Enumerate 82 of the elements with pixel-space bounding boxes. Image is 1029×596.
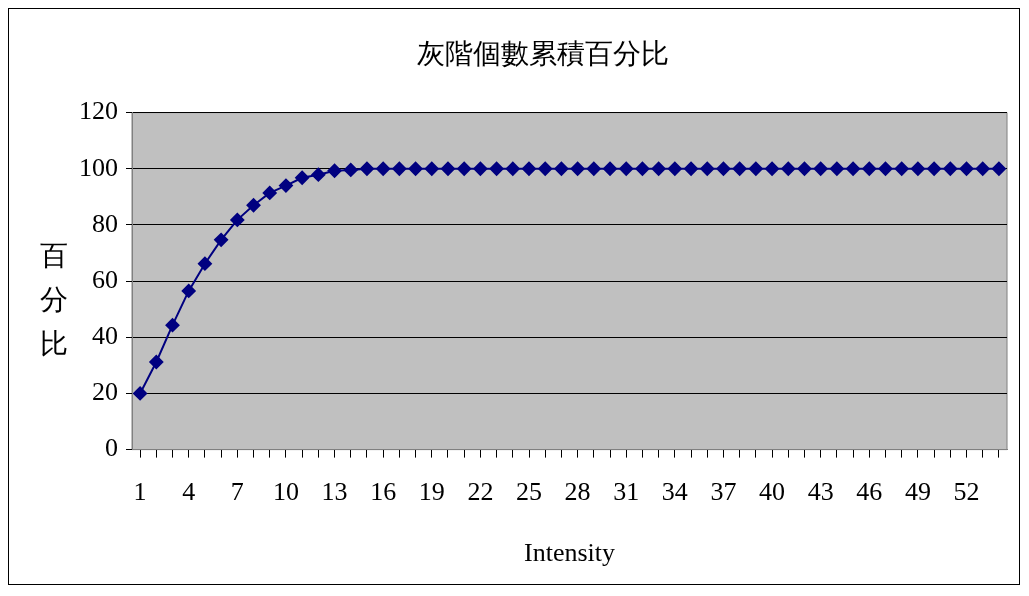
point: [943, 161, 958, 176]
point: [570, 161, 585, 176]
point: [910, 161, 925, 176]
y-tick-label: 100: [79, 152, 118, 182]
point: [165, 318, 180, 333]
y-tick-label: 60: [92, 264, 118, 294]
y-tick-label: 80: [92, 208, 118, 238]
point: [732, 161, 747, 176]
x-tick-label: 16: [370, 477, 397, 507]
x-tick-label: 43: [807, 477, 834, 507]
point: [829, 161, 844, 176]
y-tick-label: 40: [92, 321, 118, 351]
x-tick-label: 25: [516, 477, 542, 507]
point: [894, 161, 909, 176]
x-tick-label: 46: [856, 477, 883, 507]
x-tick-label: 13: [321, 477, 348, 507]
x-tick-label: 4: [182, 477, 196, 507]
point: [214, 232, 229, 247]
x-tick-label: 22: [467, 477, 494, 507]
point: [359, 161, 374, 176]
point: [813, 161, 828, 176]
point: [376, 161, 391, 176]
point: [522, 161, 536, 176]
x-tick-label: 10: [272, 477, 299, 507]
point: [554, 161, 569, 176]
y-axis-title: 百分比: [39, 239, 69, 361]
point: [927, 161, 942, 176]
point: [991, 161, 1006, 176]
point: [878, 161, 893, 176]
point: [700, 161, 715, 176]
chart-title: 灰階個數累積百分比: [417, 38, 669, 70]
point: [408, 161, 423, 176]
point: [473, 161, 488, 176]
point: [392, 161, 407, 176]
point: [311, 167, 326, 182]
x-axis-title: Intensity: [524, 538, 616, 568]
point: [748, 161, 763, 176]
point: [246, 198, 261, 213]
point: [295, 170, 310, 185]
point: [197, 256, 212, 271]
point: [603, 161, 618, 176]
point: [619, 161, 634, 176]
point: [457, 161, 472, 176]
point: [489, 161, 504, 176]
point: [505, 161, 520, 176]
x-tick-label: 49: [904, 477, 931, 507]
point: [716, 161, 731, 176]
point: [343, 162, 358, 177]
y-tick-label: 120: [79, 96, 118, 126]
point: [635, 161, 650, 176]
point: [586, 161, 601, 176]
y-tick-label: 0: [105, 433, 118, 463]
point: [278, 178, 293, 193]
x-tick-label: 52: [953, 477, 980, 507]
point: [230, 212, 245, 227]
y-tick-label: 20: [92, 377, 118, 407]
point: [765, 161, 780, 176]
point: [149, 354, 164, 369]
x-tick-label: 1: [133, 477, 147, 507]
point: [133, 386, 148, 401]
point: [262, 185, 277, 200]
point: [538, 161, 553, 176]
point: [846, 161, 861, 176]
point: [781, 161, 796, 176]
x-tick-label: 37: [710, 477, 737, 507]
point: [440, 161, 455, 176]
point: [959, 161, 974, 176]
point: [684, 161, 699, 176]
point: [797, 161, 812, 176]
x-tick-label: 7: [230, 477, 244, 507]
point: [424, 161, 439, 176]
point: [862, 161, 877, 176]
point: [975, 161, 990, 176]
point: [651, 161, 666, 176]
x-tick-label: 28: [564, 477, 591, 507]
x-tick-label: 19: [418, 477, 445, 507]
point: [327, 163, 342, 178]
x-tick-label: 34: [661, 477, 688, 507]
point: [667, 161, 682, 176]
x-tick-label: 40: [759, 477, 786, 507]
point: [181, 283, 196, 298]
x-tick-label: 31: [613, 477, 640, 507]
